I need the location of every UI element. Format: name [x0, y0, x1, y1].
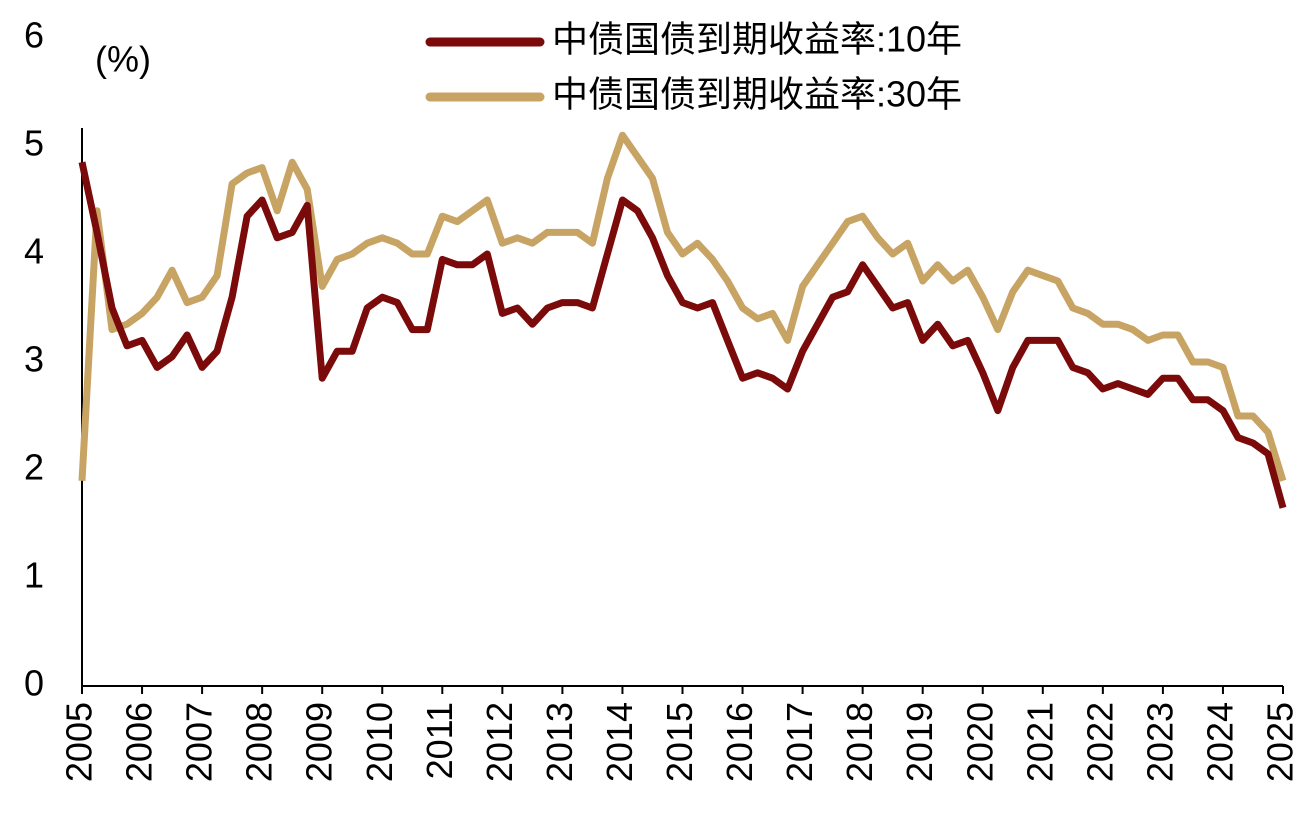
y-tick-label: 1 — [24, 555, 44, 596]
x-tick-label: 2017 — [779, 702, 820, 782]
line-series — [78, 161, 1287, 509]
y-tick-label: 6 — [24, 15, 44, 56]
x-tick-label: 2015 — [659, 702, 700, 782]
x-tick-label: 2006 — [119, 702, 160, 782]
line-series — [78, 131, 1287, 482]
x-tick-label: 2008 — [239, 702, 280, 782]
x-tick-label: 2016 — [719, 702, 760, 782]
x-tick-label: 2009 — [299, 702, 340, 782]
y-tick-label: 5 — [24, 123, 44, 164]
legend-label: 中债国债到期收益率:10年 — [552, 19, 962, 60]
x-tick-label: 2010 — [359, 702, 400, 782]
x-tick-label: 2014 — [599, 702, 640, 782]
y-tick-label: 3 — [24, 339, 44, 380]
x-tick-label: 2005 — [59, 702, 100, 782]
x-tick-label: 2018 — [839, 702, 880, 782]
x-tick-label: 2007 — [179, 702, 220, 782]
x-tick-label: 2022 — [1079, 702, 1120, 782]
y-tick-label: 4 — [24, 231, 44, 272]
x-tick-label: 2012 — [479, 702, 520, 782]
y-tick-label: 0 — [24, 663, 44, 704]
x-tick-label: 2019 — [899, 702, 940, 782]
x-tick-label: 2021 — [1019, 702, 1060, 782]
x-tick-label: 2023 — [1139, 702, 1180, 782]
y-tick-label: 2 — [24, 447, 44, 488]
legend-label: 中债国债到期收益率:30年 — [552, 74, 962, 115]
x-tick-label: 2011 — [419, 702, 460, 779]
x-tick-label: 2020 — [959, 702, 1000, 782]
x-tick-label: 2025 — [1260, 702, 1301, 782]
x-tick-label: 2024 — [1199, 702, 1240, 782]
x-tick-label: 2013 — [539, 702, 580, 782]
y-axis-label: (%) — [95, 39, 151, 80]
